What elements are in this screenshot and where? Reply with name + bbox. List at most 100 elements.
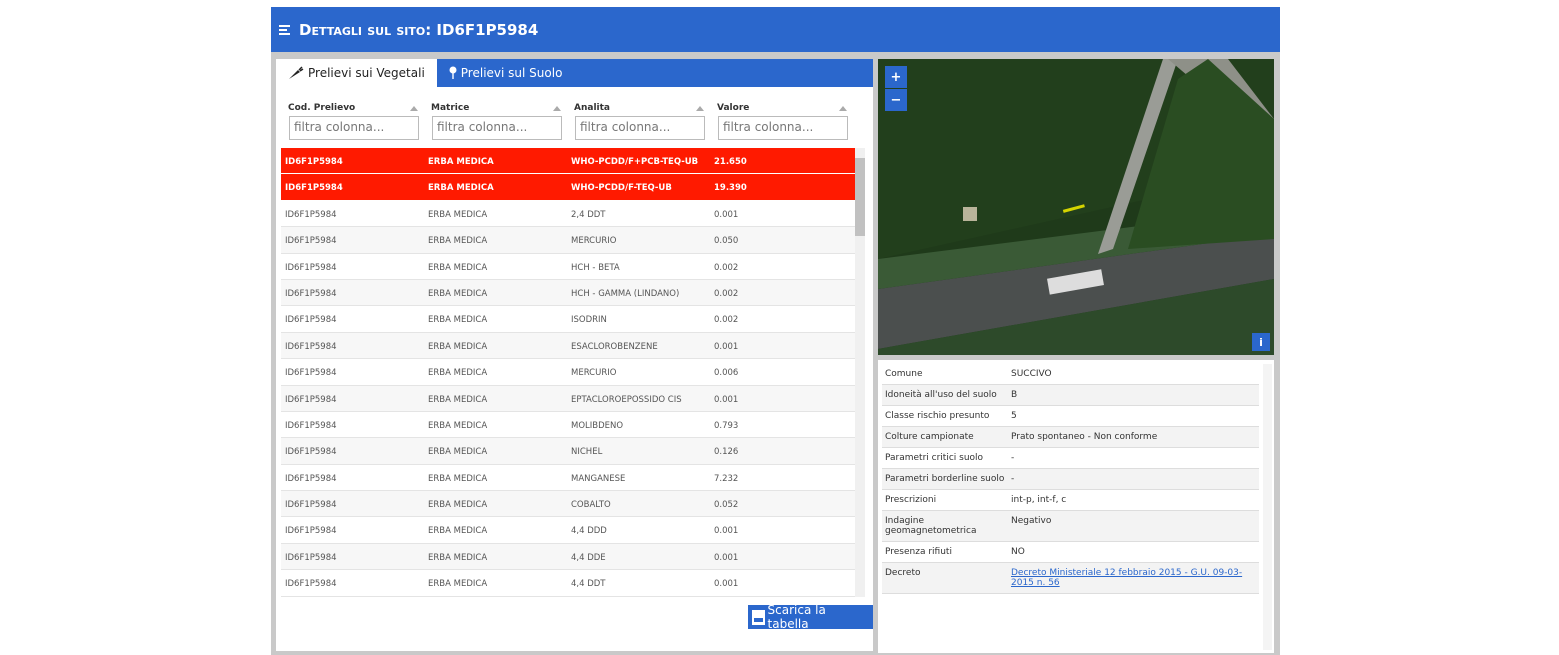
info-value: Prato spontaneo - Non conforme [1011, 432, 1158, 442]
table-cell: 0.050 [714, 236, 739, 247]
info-row: Prescrizioni int-p, int-f, c [882, 490, 1259, 511]
table-cell: 0.001 [714, 552, 739, 563]
info-row: Comune SUCCIVO [882, 364, 1259, 385]
zoom-out-label: − [890, 92, 902, 108]
zoom-in-button[interactable]: + [885, 66, 907, 88]
info-label: Comune [885, 369, 923, 379]
column-header[interactable]: Matrice [431, 103, 470, 113]
table-cell: ERBA MEDICA [428, 288, 488, 299]
info-table: Comune SUCCIVO Idoneità all'uso del suolo B… [882, 364, 1259, 594]
table-cell: ID6F1P5984 [285, 420, 337, 431]
map[interactable]: + − i [878, 59, 1274, 355]
table-cell: ERBA MEDICA [428, 500, 488, 511]
info-label: Parametri borderline suolo [885, 474, 1005, 484]
info-label: i [1259, 335, 1263, 349]
table-row: ID6F1P5984 ERBA MEDICA EPTACLOROEPOSSIDO C… [281, 385, 855, 412]
sort-icon[interactable] [839, 106, 847, 111]
table-cell: ERBA MEDICA [428, 315, 488, 326]
info-row: Presenza rifiuti NO [882, 542, 1259, 563]
table-cell: 7.232 [714, 473, 739, 484]
info-label: Colture campionate [885, 432, 974, 442]
table-cell: 0.001 [714, 579, 739, 590]
info-value: int-p, int-f, c [1011, 495, 1067, 505]
carrot-icon [289, 66, 304, 79]
table-cell: MOLIBDENO [571, 420, 624, 431]
column-filter[interactable]: filtra colonna... [718, 116, 848, 140]
table-cell: ERBA MEDICA [428, 368, 488, 379]
info-row: Idoneità all'uso del suolo B [882, 385, 1259, 406]
column-filter[interactable]: filtra colonna... [575, 116, 705, 140]
table-row: ID6F1P5984 ERBA MEDICA 2,4 DDT 0.001 [281, 201, 855, 228]
tab[interactable]: Prelievi sui Vegetali [276, 59, 437, 87]
table-cell: ID6F1P5984 [285, 315, 337, 326]
table-cell: WHO-PCDD/F+PCB-TEQ-UB [571, 157, 699, 167]
column-filter[interactable]: filtra colonna... [289, 116, 419, 140]
info-value: 5 [1011, 411, 1017, 421]
table-cell: 0.126 [714, 447, 739, 458]
table-row: ID6F1P5984 ERBA MEDICA COBALTO 0.052 [281, 491, 855, 518]
table-cell: ID6F1P5984 [285, 473, 337, 484]
csv-icon [752, 609, 765, 625]
table-cell: ERBA MEDICA [428, 157, 494, 167]
site-info: Comune SUCCIVO Idoneità all'uso del suolo B… [878, 360, 1274, 653]
satellite-image [878, 59, 1274, 355]
data-table: ID6F1P5984 ERBA MEDICA WHO-PCDD/F+PCB-TEQ-… [281, 148, 855, 597]
table-cell: ERBA MEDICA [428, 552, 488, 563]
table-row: ID6F1P5984 ERBA MEDICA 4,4 DDT 0.001 [281, 570, 855, 597]
tab[interactable]: Prelievi sul Suolo [437, 59, 575, 87]
pin-icon [449, 66, 457, 79]
table-cell: ERBA MEDICA [428, 526, 488, 537]
table-cell: HCH - GAMMA (LINDANO) [571, 288, 680, 299]
table-cell: 0.002 [714, 288, 739, 299]
download-button[interactable]: Scarica la tabella [748, 603, 873, 631]
table-cell: ID6F1P5984 [285, 236, 337, 247]
info-row: Classe rischio presunto 5 [882, 406, 1259, 427]
column-header[interactable]: Valore [717, 103, 750, 113]
table-cell: MERCURIO [571, 368, 617, 379]
table-cell: 0.793 [714, 420, 739, 431]
table-cell: COBALTO [571, 500, 611, 511]
column-header[interactable]: Cod. Prelievo [288, 103, 356, 113]
table-cell: ERBA MEDICA [428, 420, 488, 431]
info-value: Decreto Ministeriale 12 febbraio 2015 - … [1011, 568, 1256, 588]
table-cell: 0.001 [714, 209, 739, 220]
table-cell: ID6F1P5984 [285, 341, 337, 352]
column-header[interactable]: Analita [574, 103, 610, 113]
scrollbar[interactable] [1263, 364, 1272, 650]
table-cell: ID6F1P5984 [285, 262, 337, 273]
decree-link[interactable]: Decreto Ministeriale 12 febbraio 2015 - … [1011, 568, 1243, 588]
info-value: B [1011, 390, 1018, 400]
header-title: Dettagli sul sito: ID6F1P5984 [299, 20, 539, 39]
table-cell: ID6F1P5984 [285, 552, 337, 563]
table-row: ID6F1P5984 ERBA MEDICA 4,4 DDE 0.001 [281, 543, 855, 571]
sort-icon[interactable] [553, 106, 561, 111]
table-row: ID6F1P5984 ERBA MEDICA HCH - GAMMA (LINDAN… [281, 279, 855, 307]
table-cell: ERBA MEDICA [428, 579, 488, 590]
table-cell: NICHEL [571, 447, 603, 458]
zoom-out-button[interactable]: − [885, 89, 907, 111]
table-cell: ID6F1P5984 [285, 447, 337, 458]
sort-icon[interactable] [410, 106, 418, 111]
table-cell: ID6F1P5984 [285, 368, 337, 379]
scrollbar[interactable] [855, 148, 865, 597]
info-row: Parametri borderline suolo - [882, 469, 1259, 490]
info-label: Parametri critici suolo [885, 453, 984, 463]
table-row: ID6F1P5984 ERBA MEDICA ESACLOROBENZENE 0.00… [281, 332, 855, 360]
table-cell: 2,4 DDT [571, 209, 606, 220]
info-label: Prescrizioni [885, 495, 937, 505]
table-row: ID6F1P5984 ERBA MEDICA WHO-PCDD/F+PCB-TEQ-… [281, 148, 855, 175]
table-cell: ID6F1P5984 [285, 526, 337, 537]
table-cell: ID6F1P5984 [285, 579, 337, 590]
table-cell: 0.002 [714, 262, 739, 273]
info-value: - [1011, 453, 1015, 463]
table-cell: EPTACLOROEPOSSIDO CIS [571, 394, 682, 405]
sort-icon[interactable] [696, 106, 704, 111]
zoom-in-label: + [890, 69, 902, 85]
table-row: ID6F1P5984 ERBA MEDICA HCH - BETA 0.002 [281, 254, 855, 280]
info-button[interactable]: i [1252, 333, 1270, 351]
table-cell: 21.650 [714, 157, 747, 167]
column-filter[interactable]: filtra colonna... [432, 116, 562, 140]
table-cell: HCH - BETA [571, 262, 620, 273]
table-cell: ERBA MEDICA [428, 447, 488, 458]
